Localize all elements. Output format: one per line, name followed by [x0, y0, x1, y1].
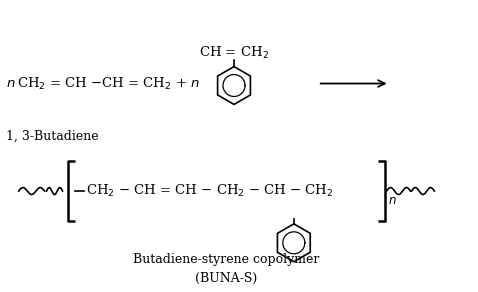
Text: 1, 3-Butadiene: 1, 3-Butadiene [6, 129, 98, 142]
Text: $n$: $n$ [6, 77, 15, 90]
Text: (BUNA-S): (BUNA-S) [195, 272, 257, 285]
Text: CH = CH$_2$: CH = CH$_2$ [199, 45, 269, 61]
Text: $n$: $n$ [388, 194, 396, 208]
Text: CH$_2$ = CH $-$CH = CH$_2$ + $n$: CH$_2$ = CH $-$CH = CH$_2$ + $n$ [17, 75, 199, 92]
Text: Butadiene-styrene copolymer: Butadiene-styrene copolymer [133, 253, 319, 266]
Text: CH$_2$ $-$ CH = CH $-$ CH$_2$ $-$ CH $-$ CH$_2$: CH$_2$ $-$ CH = CH $-$ CH$_2$ $-$ CH $-$… [87, 183, 334, 199]
